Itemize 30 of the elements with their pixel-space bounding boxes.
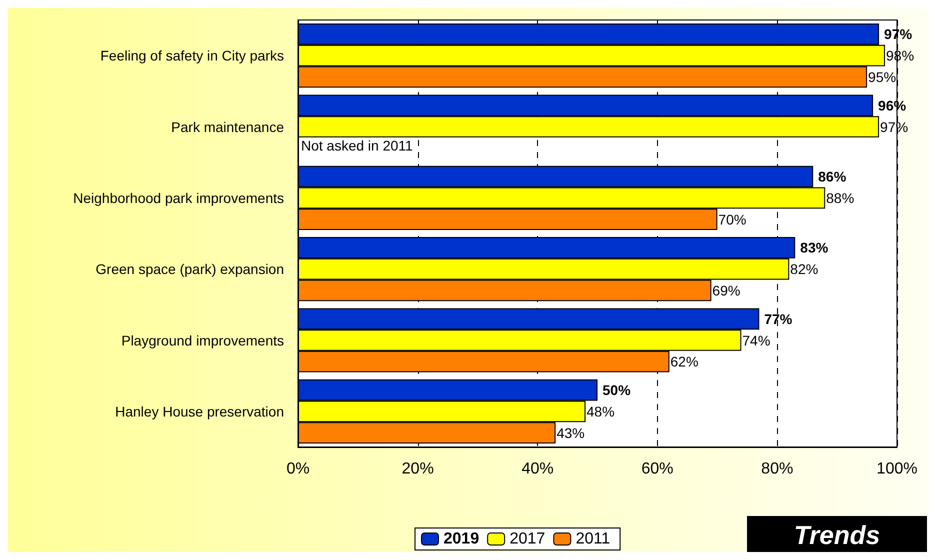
data-label: 83%: [800, 240, 829, 256]
data-label: 86%: [818, 168, 847, 185]
legend-label: 2011: [576, 530, 610, 548]
x-tick-label: 80%: [761, 460, 794, 478]
text: Trends: [794, 520, 880, 550]
legend-label: 2019: [444, 530, 480, 548]
data-label: 69%: [712, 282, 740, 298]
y-tick-label: Green space (park) expansion: [96, 261, 284, 278]
y-tick-label: Park maintenance: [171, 118, 284, 135]
y-tick-label: Playground improvements: [121, 332, 284, 348]
data-label: 62%: [670, 354, 698, 370]
x-tick-label: 40%: [522, 460, 554, 478]
data-label: 48%: [586, 403, 615, 420]
data-label: 82%: [790, 261, 818, 278]
data-label: 88%: [826, 190, 854, 206]
y-tick-label: Neighborhood park improvements: [73, 190, 284, 206]
annotation: Not asked in 2011: [301, 137, 414, 154]
data-label: 43%: [556, 424, 585, 441]
x-tick-label: 20%: [402, 460, 434, 478]
data-label: 77%: [764, 310, 793, 327]
x-tick-label: 0%: [286, 460, 310, 478]
data-label: 50%: [602, 382, 632, 398]
x-tick-label: 60%: [641, 460, 674, 478]
x-tick-label: 100%: [876, 460, 918, 478]
legend-label: 2017: [510, 530, 546, 548]
data-label: 74%: [742, 332, 770, 348]
y-tick-label: Feeling of safety in City parks: [100, 48, 284, 64]
data-label: 95%: [868, 68, 896, 85]
y-tick-label: Hanley House preservation: [115, 403, 284, 420]
data-label: 70%: [718, 211, 746, 228]
